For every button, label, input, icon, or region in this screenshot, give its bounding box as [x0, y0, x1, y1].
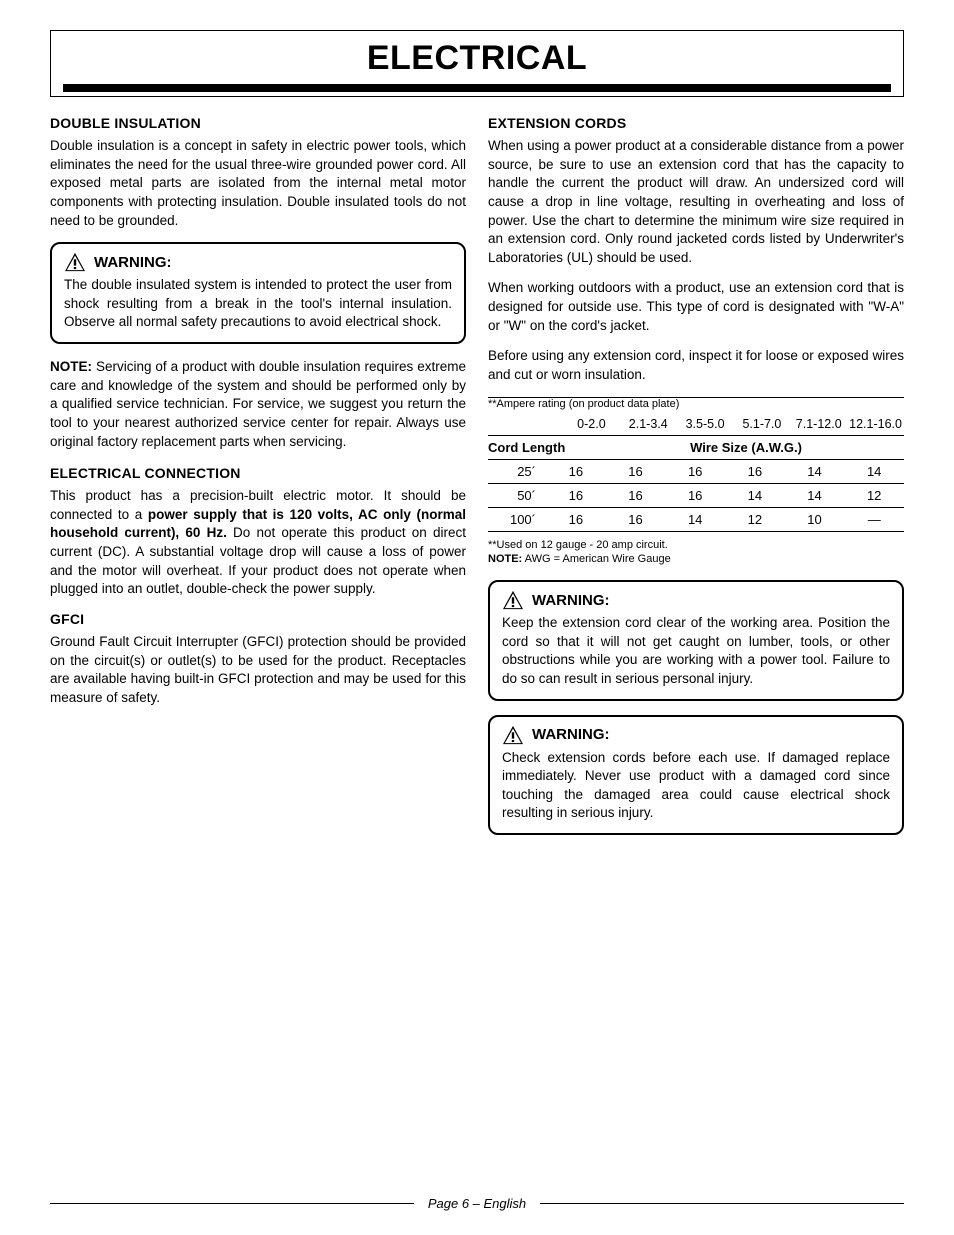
table-footnote: **Used on 12 gauge - 20 amp circuit. NOT… [488, 538, 904, 567]
warning-label: WARNING: [532, 726, 610, 743]
len-25: 25´ [488, 464, 546, 479]
cell: 16 [606, 512, 666, 527]
cell: 12 [844, 488, 904, 503]
warning-box-shock: WARNING: The double insulated system is … [50, 242, 466, 344]
cell: 16 [665, 488, 725, 503]
cell: 16 [725, 464, 785, 479]
warning-box-cord-clear: WARNING: Keep the extension cord clear o… [488, 580, 904, 701]
right-column: EXTENSION CORDS When using a power produ… [488, 115, 904, 849]
heading-extension-cords: EXTENSION CORDS [488, 115, 904, 131]
table-row-100: 100´ 16 16 14 12 10 — [488, 508, 904, 532]
heading-double-insulation: DOUBLE INSULATION [50, 115, 466, 131]
warning-label: WARNING: [532, 592, 610, 609]
warning-triangle-icon [502, 725, 524, 745]
cell: 16 [546, 488, 606, 503]
warning-header: WARNING: [502, 590, 890, 610]
heading-electrical-connection: ELECTRICAL CONNECTION [50, 465, 466, 481]
warning-triangle-icon [64, 252, 86, 272]
cell: 14 [665, 512, 725, 527]
len-100: 100´ [488, 512, 546, 527]
cell: 14 [785, 488, 845, 503]
cell: 14 [725, 488, 785, 503]
left-column: DOUBLE INSULATION Double insulation is a… [50, 115, 466, 849]
warning-header: WARNING: [64, 252, 452, 272]
cell: 10 [785, 512, 845, 527]
para-double-insulation: Double insulation is a concept in safety… [50, 137, 466, 230]
warning-triangle-icon [502, 590, 524, 610]
footnote-rest: AWG = American Wire Gauge [522, 553, 670, 565]
page-title: ELECTRICAL [63, 39, 891, 78]
footer-page-number: Page 6 – English [414, 1196, 540, 1211]
cell: 14 [844, 464, 904, 479]
footer-rule-left [50, 1203, 414, 1204]
heading-gfci: GFCI [50, 611, 466, 627]
amp-col-4: 7.1-12.0 [790, 417, 847, 431]
cell: 16 [546, 464, 606, 479]
table-caption: **Ampere rating (on product data plate) [488, 398, 904, 410]
amp-col-3: 5.1-7.0 [733, 417, 790, 431]
footnote-line1: **Used on 12 gauge - 20 amp circuit. [488, 538, 904, 552]
para-ext3: Before using any extension cord, inspect… [488, 347, 904, 384]
note-prefix: NOTE: [50, 359, 96, 374]
warning-text: Check extension cords before each use. I… [502, 749, 890, 824]
title-bar: ELECTRICAL [63, 39, 891, 92]
table-row-25: 25´ 16 16 16 16 14 14 [488, 460, 904, 484]
para-electrical-connection: This product has a precision-built elect… [50, 487, 466, 599]
cell: 16 [546, 512, 606, 527]
warning-header: WARNING: [502, 725, 890, 745]
table-row-50: 50´ 16 16 16 14 14 12 [488, 484, 904, 508]
warning-text: The double insulated system is intended … [64, 276, 452, 332]
amp-header-row: 0-2.0 2.1-3.4 3.5-5.0 5.1-7.0 7.1-12.0 1… [488, 413, 904, 436]
content-columns: DOUBLE INSULATION Double insulation is a… [50, 115, 904, 849]
para-ext1: When using a power product at a consider… [488, 137, 904, 267]
table-subheader: Cord Length Wire Size (A.W.G.) [488, 436, 904, 460]
warning-label: WARNING: [94, 254, 172, 271]
note-body: Servicing of a product with double insul… [50, 359, 466, 449]
cell: 16 [606, 488, 666, 503]
footnote-bold: NOTE: [488, 553, 522, 565]
cell: — [844, 512, 904, 527]
para-ext2: When working outdoors with a product, us… [488, 279, 904, 335]
amp-col-5: 12.1-16.0 [847, 417, 904, 431]
amp-col-2: 3.5-5.0 [677, 417, 734, 431]
subhead-cord-length: Cord Length [488, 440, 588, 455]
para-gfci: Ground Fault Circuit Interrupter (GFCI) … [50, 633, 466, 708]
len-50: 50´ [488, 488, 546, 503]
subhead-wire-size: Wire Size (A.W.G.) [588, 440, 904, 455]
footer-rule-right [540, 1203, 904, 1204]
wire-gauge-table: **Ampere rating (on product data plate) … [488, 397, 904, 532]
cell: 12 [725, 512, 785, 527]
servicing-note: NOTE: Servicing of a product with double… [50, 358, 466, 451]
cell: 16 [606, 464, 666, 479]
page-footer: Page 6 – English [50, 1196, 904, 1211]
cell: 14 [785, 464, 845, 479]
cell: 16 [665, 464, 725, 479]
amp-spacer [488, 417, 563, 431]
warning-box-check-cords: WARNING: Check extension cords before ea… [488, 715, 904, 836]
amp-col-1: 2.1-3.4 [620, 417, 677, 431]
title-frame: ELECTRICAL [50, 30, 904, 97]
footnote-line2: NOTE: AWG = American Wire Gauge [488, 552, 904, 566]
amp-col-0: 0-2.0 [563, 417, 620, 431]
warning-text: Keep the extension cord clear of the wor… [502, 614, 890, 689]
